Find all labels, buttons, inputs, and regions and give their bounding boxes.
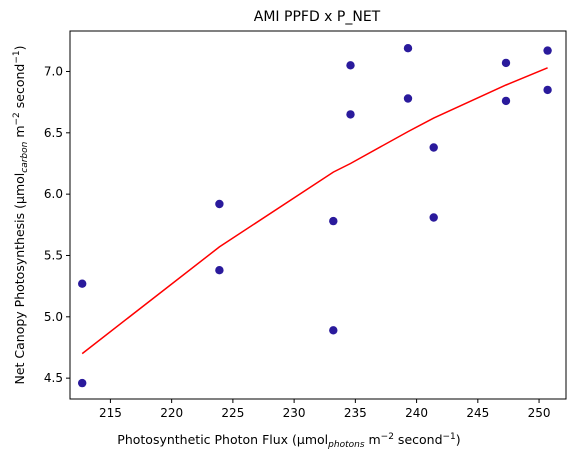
x-tick-label-5: 240 <box>405 406 428 420</box>
data-point-8 <box>403 44 413 53</box>
y-tick-label-2: 5.5 <box>44 248 63 262</box>
y-tick-label-5: 7.0 <box>44 64 63 78</box>
y-tick-label-1: 5.0 <box>44 310 63 324</box>
scatter-points-layer <box>78 44 552 388</box>
y-tick-label-3: 6.0 <box>44 187 63 201</box>
x-tick-label-4: 235 <box>344 406 367 420</box>
x-tick-label-2: 225 <box>221 406 244 420</box>
y-axis: 4.5 5.0 5.5 6.0 6.5 7.0 <box>44 64 70 385</box>
data-point-7 <box>346 110 355 119</box>
data-point-1 <box>78 378 87 388</box>
y-axis-label: Net Canopy Photosynthesis (µmolcarbon m−… <box>12 45 30 384</box>
y-tick-label-4: 6.5 <box>44 126 63 140</box>
x-tick-label-7: 250 <box>528 406 551 420</box>
data-point-10 <box>429 143 438 152</box>
data-point-2 <box>215 199 224 209</box>
plot-frame <box>69 30 567 400</box>
data-point-15 <box>543 85 552 95</box>
chart-title: AMI PPFD x P_NET <box>254 9 381 25</box>
data-point-13 <box>501 96 511 106</box>
fit-line <box>81 67 548 355</box>
data-point-0 <box>78 279 87 288</box>
data-point-5 <box>329 326 338 335</box>
x-tick-label-3: 230 <box>283 406 306 420</box>
data-point-11 <box>429 213 438 222</box>
data-point-3 <box>215 266 224 275</box>
plot-area <box>69 30 567 400</box>
data-point-4 <box>329 216 338 226</box>
x-tick-label-1: 220 <box>160 406 183 420</box>
y-tick-label-0: 4.5 <box>44 371 63 385</box>
x-axis: 215 220 225 230 235 240 245 250 <box>99 399 551 420</box>
x-tick-label-6: 245 <box>466 406 489 420</box>
x-tick-label-0: 215 <box>99 406 122 420</box>
data-point-14 <box>543 46 552 55</box>
data-point-12 <box>501 58 511 68</box>
data-point-6 <box>346 61 355 70</box>
x-axis-label: Photosynthetic Photon Flux (µmolphotons … <box>117 432 460 450</box>
fit-line-layer <box>81 67 548 355</box>
data-point-9 <box>403 94 413 103</box>
